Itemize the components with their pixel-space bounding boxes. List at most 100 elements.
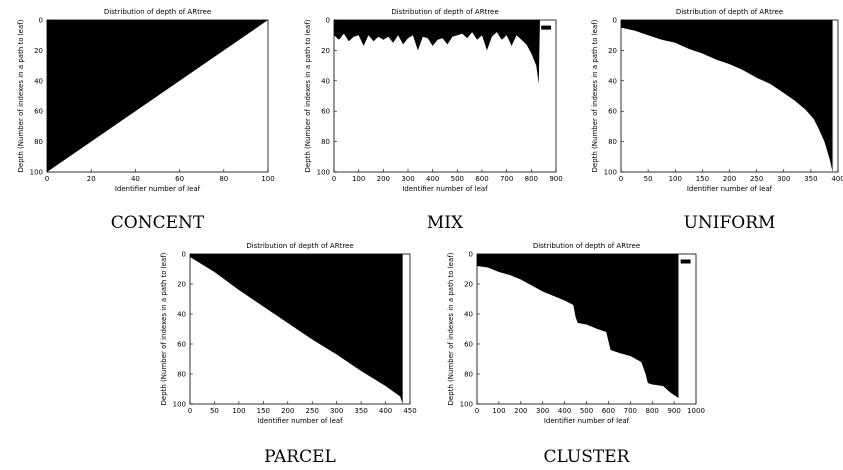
y-tick-label: 100 [173,401,186,409]
panel-caption: MIX [427,213,464,233]
y-tick-label: 0 [182,251,186,259]
x-tick-label: 0 [475,407,479,415]
x-tick-label: 50 [210,407,219,415]
y-tick-label: 100 [604,169,617,177]
y-tick-label: 80 [177,371,186,379]
x-tick-label: 300 [777,175,790,183]
plot-frame [189,253,411,405]
x-tick-label: 150 [257,407,270,415]
x-axis-label: Identifier number of leaf [402,185,488,193]
y-tick-label: 60 [34,108,43,116]
x-tick-label: 100 [669,175,682,183]
chart-title: Distribution of depth of ARtree [533,242,640,250]
chart-title: Distribution of depth of ARtree [246,242,353,250]
y-tick-label: 60 [177,341,186,349]
x-tick-label: 700 [624,407,637,415]
x-tick-label: 400 [426,175,439,183]
x-tick-label: 0 [188,407,192,415]
panel-caption: PARCEL [264,447,336,467]
x-axis-label: Identifier number of leaf [687,185,773,193]
y-tick-label: 20 [177,281,186,289]
y-axis-label: Depth (Number of indexes in a path to le… [160,252,168,405]
x-tick-label: 20 [87,175,96,183]
x-tick-label: 600 [475,175,488,183]
x-tick-label: 0 [619,175,623,183]
y-tick-label: 80 [34,138,43,146]
y-tick-label: 0 [613,17,617,25]
area-fill [477,254,679,398]
y-tick-label: 60 [464,341,473,349]
x-tick-label: 1000 [687,407,705,415]
y-tick-label: 100 [460,401,473,409]
y-tick-label: 40 [321,77,330,85]
x-tick-label: 300 [401,175,414,183]
x-tick-label: 350 [354,407,367,415]
x-axis-label: Identifier number of leaf [544,417,630,425]
x-tick-label: 100 [261,175,274,183]
y-tick-label: 40 [608,77,617,85]
y-tick-label: 60 [608,108,617,116]
x-tick-label: 400 [831,175,843,183]
x-tick-label: 450 [403,407,416,415]
area-fill [47,20,268,172]
outlier-mark [680,259,691,264]
y-tick-label: 20 [34,47,43,55]
x-tick-label: 250 [750,175,763,183]
y-axis-label: Depth (Number of indexes in a path to le… [447,252,455,405]
x-tick-label: 250 [306,407,319,415]
y-tick-label: 40 [177,311,186,319]
y-tick-label: 20 [321,47,330,55]
area-fill [621,20,833,172]
y-tick-label: 100 [317,169,330,177]
x-tick-label: 150 [696,175,709,183]
x-tick-label: 400 [558,407,571,415]
x-tick-label: 500 [580,407,593,415]
plot-frame [46,19,269,173]
x-tick-label: 350 [804,175,817,183]
x-tick-label: 800 [525,175,538,183]
area-fill [190,254,403,404]
x-tick-label: 200 [281,407,294,415]
x-tick-label: 800 [646,407,659,415]
y-tick-label: 80 [464,371,473,379]
y-tick-label: 0 [326,17,330,25]
y-tick-label: 100 [30,169,43,177]
y-tick-label: 80 [608,138,617,146]
y-tick-label: 20 [608,47,617,55]
x-tick-label: 50 [644,175,653,183]
y-tick-label: 0 [469,251,473,259]
x-tick-label: 100 [232,407,245,415]
chart-uniform: Distribution of depth of ARtree 0 50 100 150… [591,8,843,233]
x-tick-label: 60 [175,175,184,183]
x-tick-label: 100 [492,407,505,415]
x-axis-label: Identifier number of leaf [115,185,201,193]
y-axis-label: Depth (Number of indexes in a path to le… [591,19,599,172]
x-tick-label: 200 [723,175,736,183]
y-tick-label: 40 [34,77,43,85]
y-tick-label: 0 [39,17,43,25]
x-tick-label: 0 [45,175,49,183]
chart-parcel: Distribution of depth of ARtree 0 50 100 150… [160,242,417,467]
x-tick-label: 0 [332,175,336,183]
chart-concent: Distribution of depth of ARtree 0 20 40 60 80… [17,8,275,233]
y-tick-label: 80 [321,138,330,146]
panel-caption: CLUSTER [544,447,631,467]
y-axis-label: Depth (Number of indexes in a path to le… [304,19,312,172]
outlier-mark [541,25,552,30]
x-tick-label: 600 [602,407,615,415]
x-tick-label: 900 [667,407,680,415]
x-tick-label: 300 [330,407,343,415]
chart-title: Distribution of depth of ARtree [676,8,783,16]
x-tick-label: 400 [379,407,392,415]
y-axis-label: Depth (Number of indexes in a path to le… [17,19,25,172]
x-tick-label: 40 [131,175,140,183]
y-tick-label: 60 [321,108,330,116]
x-tick-label: 700 [500,175,513,183]
panel-caption: UNIFORM [684,213,776,233]
x-tick-label: 100 [352,175,365,183]
y-tick-label: 40 [464,311,473,319]
panel-caption: CONCENT [111,213,205,233]
